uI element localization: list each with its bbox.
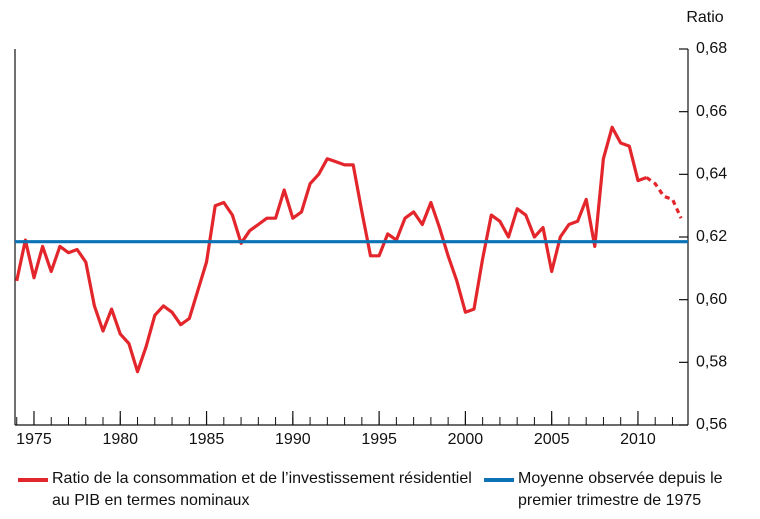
x-tick-label: 2010 xyxy=(620,431,656,448)
x-tick-label: 1985 xyxy=(189,431,225,448)
legend-label: Moyenne observée depuis le premier trime… xyxy=(518,470,723,509)
y-tick-label: 0,66 xyxy=(696,103,727,120)
x-tick-label: 2005 xyxy=(534,431,570,448)
y-tick-label: 0,64 xyxy=(696,166,727,183)
legend-swatch xyxy=(18,478,48,482)
legend-item: Moyenne observée depuis le premier trime… xyxy=(484,468,754,512)
x-tick-label: 1990 xyxy=(275,431,311,448)
y-tick-label: 0,68 xyxy=(696,40,727,57)
legend-item: Ratio de la consommation et de l’investi… xyxy=(18,468,472,512)
x-tick-label: 1975 xyxy=(16,431,52,448)
y-axis-label: Ratio xyxy=(686,9,723,26)
data-line xyxy=(15,125,648,374)
chart: Ratio 0,56 0,58 0,60 0,62 0,64 0,66 0,68 1975 19… xyxy=(14,9,727,448)
y-tick-label: 0,60 xyxy=(696,291,727,308)
x-tick-label: 2000 xyxy=(448,431,484,448)
x-tick-label: 1980 xyxy=(102,431,138,448)
y-tick-label: 0,62 xyxy=(696,228,727,245)
x-tick-label: 1995 xyxy=(361,431,397,448)
y-tick-label: 0,56 xyxy=(696,416,727,433)
legend-swatch xyxy=(484,478,514,482)
legend-label: Ratio de la consommation et de l’investi… xyxy=(52,470,472,509)
y-tick-label: 0,58 xyxy=(696,354,727,371)
data-line xyxy=(645,176,683,219)
